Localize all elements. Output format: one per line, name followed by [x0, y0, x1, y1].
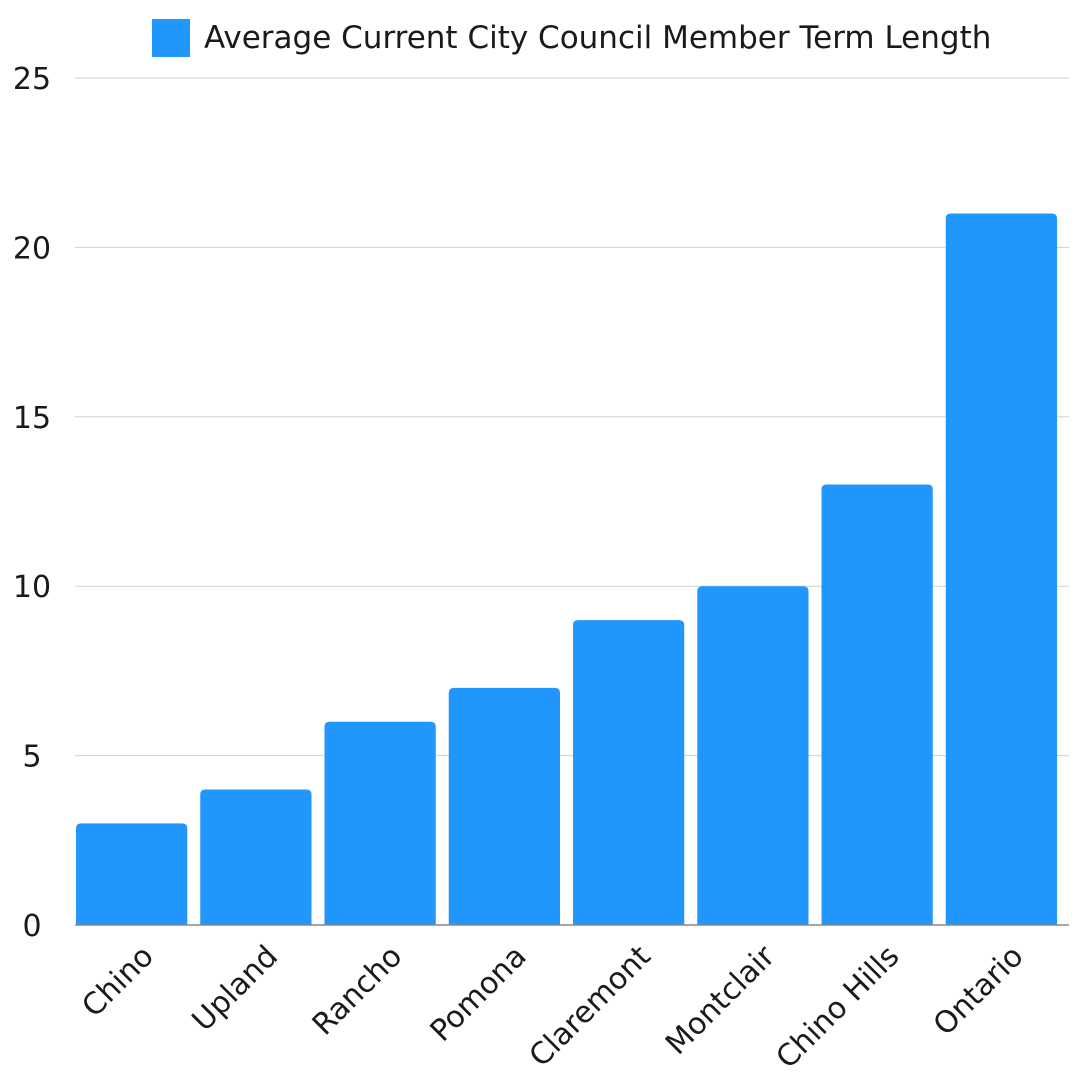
bar-chino [76, 823, 188, 925]
y-tick-label: 5 [22, 740, 41, 775]
x-tick-label: Ontario [927, 939, 1031, 1043]
bar-claremont [573, 620, 685, 925]
legend-label: Average Current City Council Member Term… [204, 20, 992, 56]
y-tick-label: 15 [13, 401, 51, 436]
bar-chino-hills [821, 484, 933, 925]
y-tick-label: 0 [22, 909, 41, 944]
bar-rancho [324, 721, 436, 925]
bar-upland [200, 789, 312, 925]
legend-swatch [152, 19, 190, 57]
bar-pomona [448, 687, 560, 925]
x-tick-label: Rancho [306, 939, 410, 1043]
x-tick-label: Chino [75, 939, 160, 1024]
x-tick-label: Claremont [523, 939, 658, 1074]
x-tick-label: Pomona [424, 939, 534, 1049]
x-tick-label: Chino Hills [770, 939, 907, 1076]
bar-ontario [945, 213, 1057, 925]
bar-montclair [697, 586, 809, 925]
y-tick-label: 20 [13, 231, 51, 266]
y-tick-label: 10 [13, 570, 51, 605]
x-tick-label: Upland [185, 939, 285, 1039]
chart-legend: Average Current City Council Member Term… [152, 18, 991, 58]
x-tick-label: Montclair [659, 938, 782, 1061]
y-tick-label: 25 [13, 62, 51, 97]
